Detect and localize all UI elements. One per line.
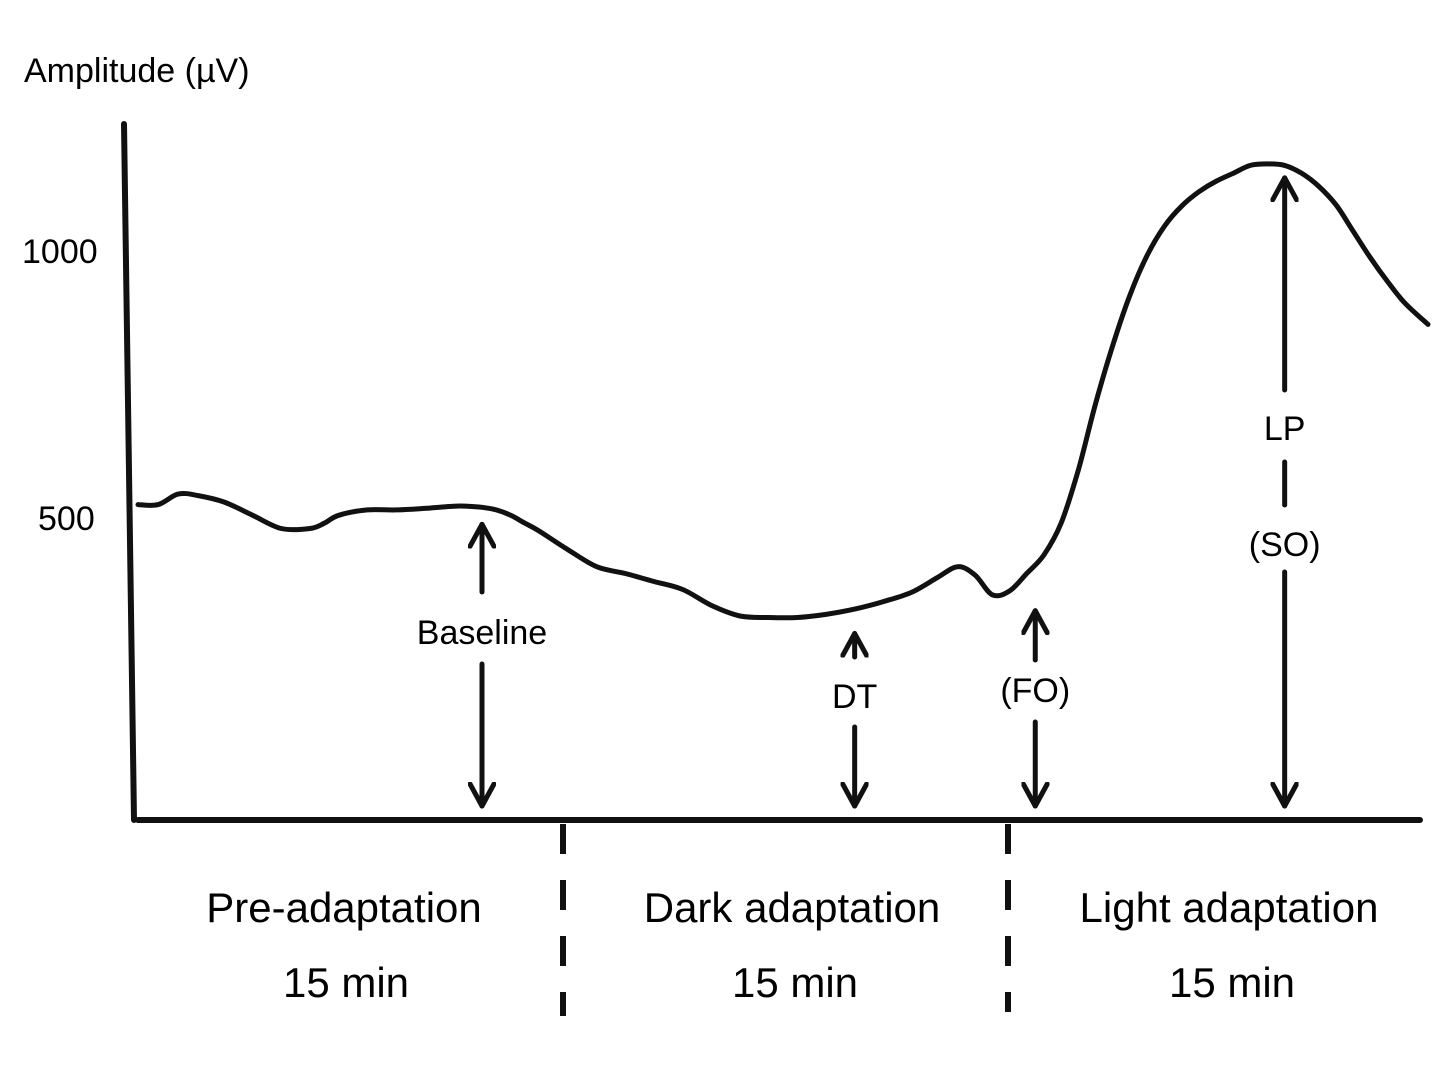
y-axis-label: Amplitude (µV) (24, 52, 250, 90)
phase-label-pre-adaptation: Pre-adaptation (206, 884, 482, 931)
phase-label-dark-adaptation: Dark adaptation (644, 884, 941, 931)
annotation-fo: (FO) (1000, 672, 1070, 710)
phase-duration-light-adaptation: 15 min (1169, 959, 1295, 1006)
annotations: Baseline DT (FO) LP (SO) (417, 175, 1321, 809)
y-tick-label-1000: 1000 (22, 233, 98, 271)
y-tick-label-500: 500 (38, 500, 95, 538)
y-axis (121, 121, 137, 823)
annotation-so: (SO) (1249, 526, 1321, 564)
phase-duration-dark-adaptation: 15 min (732, 959, 858, 1006)
series-line (135, 161, 1431, 621)
phase-duration-pre-adaptation: 15 min (283, 959, 409, 1006)
annotation-baseline: Baseline (417, 614, 547, 652)
annotation-dt: DT (832, 678, 877, 716)
annotation-lp: LP (1264, 410, 1306, 448)
phase-label-light-adaptation: Light adaptation (1080, 884, 1379, 931)
